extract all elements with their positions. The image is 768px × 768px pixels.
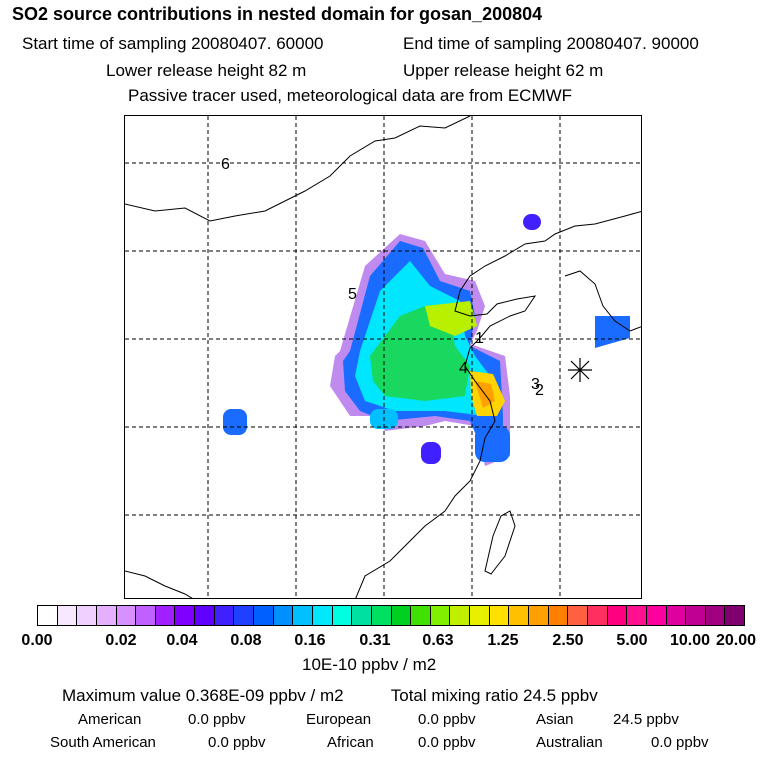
colorbar-tick: 1.25 [487, 632, 519, 649]
total-mixing-ratio: Total mixing ratio 24.5 ppbv [390, 686, 598, 705]
asian-label: Asian [536, 711, 574, 728]
colorbar-tick: 0.04 [166, 632, 198, 649]
colorbar-tick: 20.00 [715, 632, 757, 649]
american-value: 0.0 ppbv [188, 711, 246, 728]
colorbar-segment [332, 606, 353, 625]
colorbar-segment [136, 606, 156, 625]
map-canvas [125, 116, 641, 598]
colorbar-segment [195, 606, 215, 625]
colorbar-segment [568, 606, 588, 625]
colorbar-tick: 5.00 [616, 632, 648, 649]
concentration-map: 6 5 1 4 3 2 [124, 115, 642, 599]
colorbar-segment [371, 606, 392, 625]
colorbar-segment [646, 606, 667, 625]
end-time-label: End time of sampling 20080407. 90000 [403, 34, 699, 53]
plume-jeju [595, 316, 630, 348]
colorbar-segment [175, 606, 196, 625]
plume-patch-top [523, 214, 541, 230]
upper-release-label: Upper release height 62 m [403, 61, 604, 80]
colorbar-segment [155, 606, 176, 625]
colorbar-tick: 0.16 [294, 632, 326, 649]
american-label: American [78, 711, 142, 728]
colorbar-tick: 2.50 [552, 632, 584, 649]
colorbar-segment [686, 606, 706, 625]
african-value: 0.0 ppbv [418, 734, 476, 751]
colorbar-segment [273, 606, 294, 625]
receptor-asterisk [568, 358, 592, 382]
lower-release-label: Lower release height 82 m [106, 61, 307, 80]
plume-patch-se [475, 426, 510, 462]
plume-patch-left [223, 409, 247, 435]
colorbar-segment [293, 606, 313, 625]
european-value: 0.0 ppbv [418, 711, 476, 728]
colorbar-segment [411, 606, 431, 625]
max-value: Maximum value 0.368E-09 ppbv / m2 Total … [62, 686, 598, 706]
colorbar-segment [705, 606, 726, 625]
colorbar-tick: 0.31 [359, 632, 391, 649]
colorbar-segment [352, 606, 372, 625]
colorbar-segment [430, 606, 451, 625]
plume [223, 214, 630, 466]
asian-value: 24.5 ppbv [613, 711, 679, 728]
region-label-6: 6 [221, 156, 230, 173]
colorbar-segment [587, 606, 608, 625]
african-label: African [327, 734, 374, 751]
region-label-2: 2 [535, 382, 544, 399]
coastline [125, 116, 641, 598]
colorbar-segment [391, 606, 412, 625]
graticule [125, 116, 641, 598]
colorbar-segment [529, 606, 549, 625]
australian-label: Australian [536, 734, 603, 751]
plume-yellowgreen [425, 301, 477, 336]
colorbar-segment [38, 606, 58, 625]
colorbar-segment [77, 606, 97, 625]
colorbar-segment [607, 606, 628, 625]
european-label: European [306, 711, 372, 728]
colorbar-segment [725, 606, 745, 625]
colorbar-segment [312, 606, 333, 625]
colorbar-tick: 0.63 [422, 632, 454, 649]
plume-patch-south [421, 442, 441, 464]
colorbar-tick: 0.08 [230, 632, 262, 649]
colorbar-segment [116, 606, 137, 625]
region-label-1: 1 [475, 330, 484, 347]
australian-value: 0.0 ppbv [651, 734, 709, 751]
colorbar-segment [548, 606, 569, 625]
colorbar-segment [214, 606, 235, 625]
colorbar-segment [470, 606, 490, 625]
region-label-4: 4 [459, 360, 468, 377]
region-label-5: 5 [348, 286, 357, 303]
max-value-label: Maximum value 0.368E-09 ppbv / m2 [62, 686, 344, 705]
colorbar-unit: 10E-10 ppbv / m2 [302, 655, 437, 674]
colorbar-segment [254, 606, 274, 625]
colorbar-segment [234, 606, 255, 625]
colorbar-segment [96, 606, 117, 625]
south-american-value: 0.0 ppbv [208, 734, 266, 751]
colorbar-segment [57, 606, 78, 625]
colorbar-tick: 10.00 [669, 632, 711, 649]
colorbar-tick: 0.00 [21, 632, 53, 649]
colorbar-segment [489, 606, 510, 625]
colorbar-segment [509, 606, 530, 625]
south-american-label: South American [50, 734, 156, 751]
colorbar [37, 605, 745, 626]
colorbar-tick: 0.02 [105, 632, 137, 649]
tracer-note: Passive tracer used, meteorological data… [128, 86, 573, 105]
start-time-label: Start time of sampling 20080407. 60000 [22, 34, 324, 53]
plot-title: SO2 source contributions in nested domai… [12, 4, 543, 24]
colorbar-segment [450, 606, 471, 625]
colorbar-segment [666, 606, 687, 625]
colorbar-segment [627, 606, 647, 625]
region-label-3: 3 [531, 376, 540, 393]
